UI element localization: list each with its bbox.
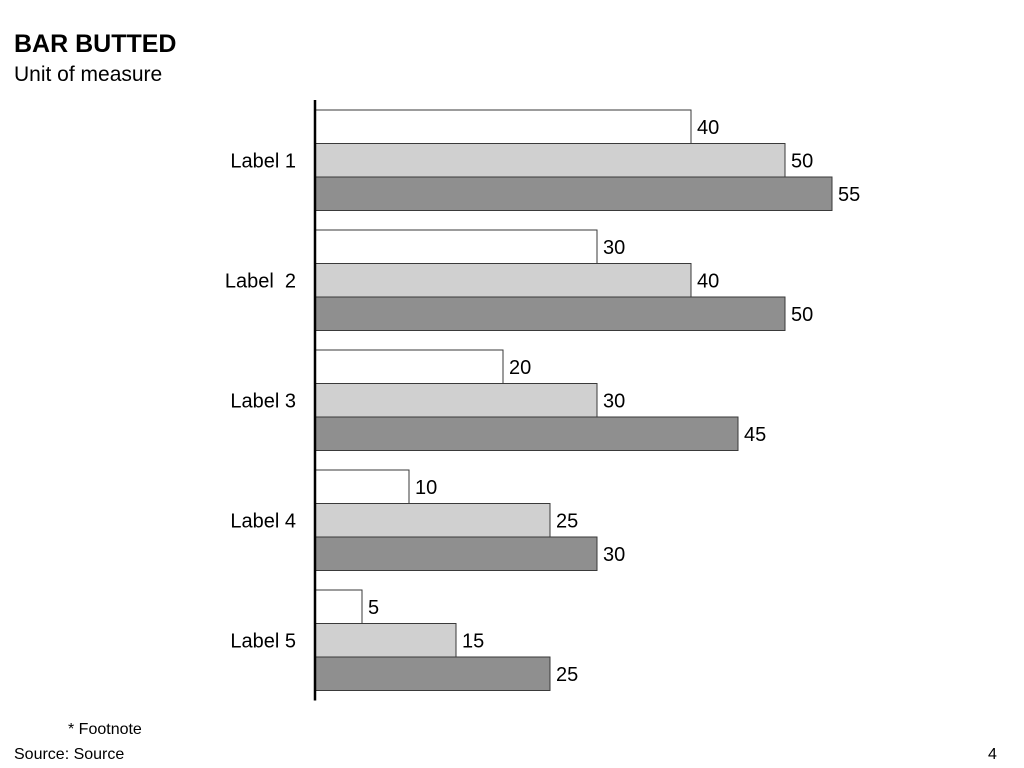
bar-value-label: 25 [556,664,578,686]
category-label: Label 2 [225,270,296,292]
bar-value-label: 5 [368,597,379,619]
bar [314,589,363,624]
bar-value-label: 10 [415,477,437,499]
chart-title: BAR BUTTED [14,30,177,58]
bar-value-label: 40 [697,270,719,292]
bar-value-label: 30 [603,390,625,412]
value-labels: 40 50 55 30 40 50 20 30 45 10 25 30 5 15 25 [368,117,860,686]
bar-value-label: 25 [556,510,578,532]
category-labels: Label 1 Label 2 Label 3 Label 4 Label 5 [225,150,296,652]
bar-value-label: 30 [603,544,625,566]
bar [314,416,739,451]
bar-value-label: 15 [462,630,484,652]
bar-value-label: 55 [838,184,860,206]
bar [314,229,598,264]
category-label: Label 4 [230,510,296,532]
bar [314,656,551,691]
bar-value-label: 30 [603,237,625,259]
category-label: Label 3 [230,390,296,412]
bar-value-label: 40 [697,117,719,139]
bar [314,383,598,418]
bar [314,536,598,571]
bar [314,109,692,144]
bar [314,503,551,538]
bar [314,296,786,331]
bar [314,143,786,178]
bar [314,349,504,384]
bar [314,623,457,658]
bars [314,109,833,691]
chart-subtitle: Unit of measure [14,63,163,86]
page-number: 4 [988,746,997,763]
bar-value-label: 50 [791,150,813,172]
category-label: Label 5 [230,630,296,652]
bar [314,176,833,211]
bar-value-label: 20 [509,357,531,379]
bar-value-label: 45 [744,424,766,446]
bar [314,469,410,504]
category-label: Label 1 [230,150,296,172]
footnote: * Footnote [68,721,142,738]
bar [314,263,692,298]
bar-value-label: 50 [791,304,813,326]
source-note: Source: Source [14,746,125,763]
